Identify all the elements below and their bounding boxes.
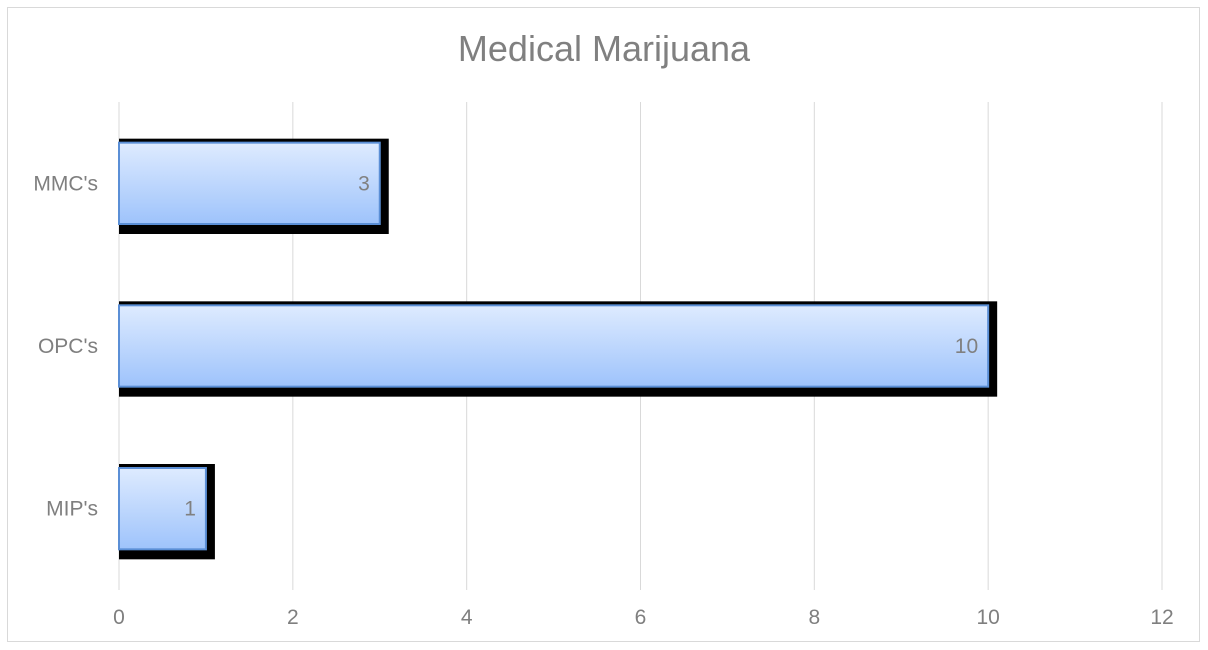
category-label-mip-s: MIP's (46, 498, 98, 521)
x-tick-label-0: 0 (113, 606, 125, 629)
bars (118, 138, 998, 560)
category-label-mmc-s: MMC's (33, 172, 98, 195)
x-tick-label-4: 4 (461, 606, 473, 629)
bar-mip-s (118, 467, 207, 551)
bar-mmc-s (118, 141, 381, 226)
data-label-mmc-s: 3 (358, 172, 370, 195)
x-tick-label-12: 12 (1150, 606, 1173, 629)
x-tick-label-10: 10 (976, 606, 999, 629)
bar-opc-s (118, 304, 990, 388)
data-label-mip-s: 1 (184, 498, 196, 521)
x-tick-label-6: 6 (635, 606, 647, 629)
labels: 0 2 4 6 8 10 12 1 MIP's 10 OPC's 3 MMC's (33, 172, 1173, 629)
x-tick-label-2: 2 (287, 606, 299, 629)
chart-title: Medical Marijuana (457, 28, 751, 69)
x-tick-label-8: 8 (808, 606, 820, 629)
data-label-opc-s: 10 (955, 335, 978, 358)
category-label-opc-s: OPC's (38, 335, 98, 358)
